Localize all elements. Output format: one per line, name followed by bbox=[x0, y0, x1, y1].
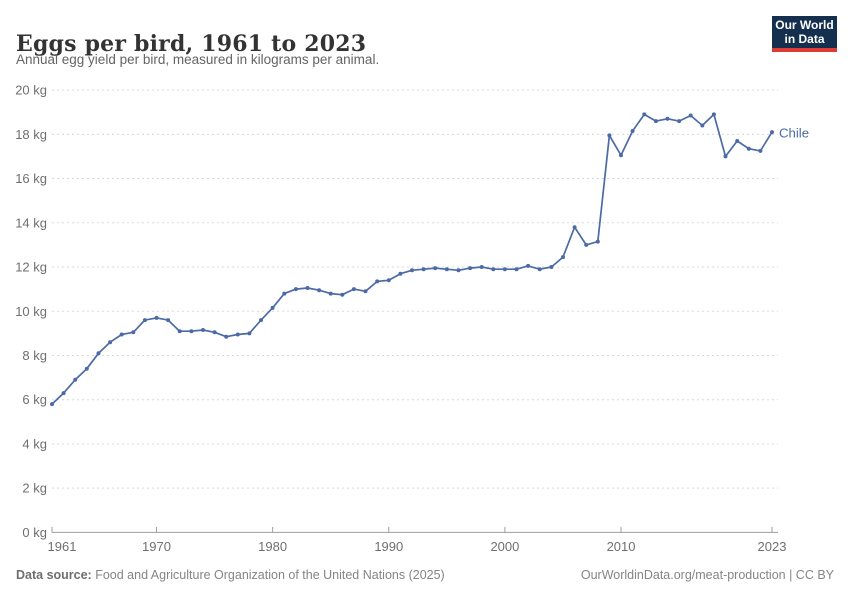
data-source-label: Data source: bbox=[16, 568, 92, 582]
data-point[interactable] bbox=[212, 330, 217, 335]
data-point[interactable] bbox=[735, 139, 740, 143]
y-tick-label: 12 kg bbox=[15, 260, 47, 275]
data-point[interactable] bbox=[444, 267, 449, 272]
data-point[interactable] bbox=[166, 318, 171, 323]
data-point[interactable] bbox=[410, 268, 414, 273]
x-tick-label: 1970 bbox=[142, 539, 171, 554]
data-point[interactable] bbox=[317, 288, 322, 293]
data-point[interactable] bbox=[688, 113, 693, 118]
data-point[interactable] bbox=[282, 291, 287, 296]
data-point[interactable] bbox=[305, 286, 310, 290]
x-tick-label: 2000 bbox=[490, 539, 519, 554]
data-point[interactable] bbox=[421, 267, 426, 272]
data-point[interactable] bbox=[607, 133, 612, 138]
data-point[interactable] bbox=[293, 287, 298, 292]
data-point[interactable] bbox=[398, 271, 403, 276]
data-point[interactable] bbox=[561, 255, 565, 260]
data-point[interactable] bbox=[723, 154, 728, 159]
chart-footer: Data source: Food and Agriculture Organi… bbox=[16, 568, 834, 582]
data-point[interactable] bbox=[375, 279, 380, 284]
data-point[interactable] bbox=[84, 366, 89, 371]
data-point[interactable] bbox=[491, 267, 496, 272]
data-point[interactable] bbox=[746, 146, 751, 151]
data-point[interactable] bbox=[456, 268, 461, 273]
data-point[interactable] bbox=[700, 123, 705, 128]
data-point[interactable] bbox=[73, 377, 78, 382]
data-point[interactable] bbox=[526, 263, 531, 268]
y-tick-label: 6 kg bbox=[22, 392, 47, 407]
data-source: Data source: Food and Agriculture Organi… bbox=[16, 568, 445, 582]
data-point[interactable] bbox=[247, 331, 252, 336]
x-tick-label: 1961 bbox=[48, 539, 77, 554]
y-tick-label: 0 kg bbox=[22, 525, 47, 540]
y-tick-label: 18 kg bbox=[15, 127, 47, 142]
data-point[interactable] bbox=[386, 278, 391, 283]
x-tick-label: 2010 bbox=[607, 539, 636, 554]
data-point[interactable] bbox=[468, 266, 473, 271]
owid-logo: Our World in Data bbox=[772, 16, 837, 52]
chart-subtitle: Annual egg yield per bird, measured in k… bbox=[16, 52, 380, 67]
series-line-chile[interactable] bbox=[51, 113, 773, 405]
y-tick-label: 4 kg bbox=[22, 436, 47, 451]
data-point[interactable] bbox=[224, 334, 229, 339]
data-point[interactable] bbox=[630, 129, 635, 133]
data-point[interactable] bbox=[340, 292, 345, 297]
x-tick-label: 2023 bbox=[758, 539, 787, 554]
data-point[interactable] bbox=[96, 351, 101, 356]
series-label-chile[interactable]: Chile bbox=[779, 126, 809, 141]
data-point[interactable] bbox=[677, 119, 682, 124]
y-tick-label: 14 kg bbox=[15, 215, 47, 230]
data-point[interactable] bbox=[770, 130, 774, 135]
data-point[interactable] bbox=[328, 291, 333, 296]
x-tick-label: 1990 bbox=[374, 539, 403, 554]
data-point[interactable] bbox=[653, 119, 658, 124]
data-point[interactable] bbox=[549, 265, 554, 269]
data-point[interactable] bbox=[572, 225, 577, 230]
data-point[interactable] bbox=[433, 266, 438, 271]
data-point[interactable] bbox=[235, 332, 240, 337]
owid-logo-line1: Our World bbox=[775, 18, 834, 32]
data-point[interactable] bbox=[154, 315, 159, 320]
chart-title: Eggs per bird, 1961 to 2023 bbox=[16, 30, 367, 57]
y-tick-label: 8 kg bbox=[22, 348, 47, 363]
data-point[interactable] bbox=[363, 289, 368, 294]
data-point[interactable] bbox=[537, 267, 542, 272]
x-tick-label: 1980 bbox=[258, 539, 287, 554]
data-point[interactable] bbox=[502, 267, 507, 272]
data-point[interactable] bbox=[189, 329, 194, 334]
data-point[interactable] bbox=[711, 112, 716, 117]
y-tick-label: 16 kg bbox=[15, 171, 47, 186]
data-point[interactable] bbox=[665, 116, 670, 121]
data-point[interactable] bbox=[131, 330, 136, 335]
owid-logo-line2: in Data bbox=[784, 32, 825, 46]
data-point[interactable] bbox=[642, 112, 647, 117]
data-point[interactable] bbox=[50, 402, 54, 407]
data-point[interactable] bbox=[595, 239, 600, 244]
data-point[interactable] bbox=[119, 332, 124, 337]
credit-link[interactable]: OurWorldinData.org/meat-production | CC … bbox=[580, 568, 834, 582]
data-point[interactable] bbox=[142, 318, 147, 323]
data-point[interactable] bbox=[351, 287, 356, 292]
data-point[interactable] bbox=[479, 265, 484, 269]
y-tick-label: 2 kg bbox=[22, 481, 47, 496]
data-point[interactable] bbox=[584, 242, 589, 247]
data-point[interactable] bbox=[758, 148, 763, 153]
data-point[interactable] bbox=[619, 153, 623, 158]
data-point[interactable] bbox=[201, 328, 205, 332]
data-point[interactable] bbox=[514, 267, 519, 272]
data-point[interactable] bbox=[270, 305, 275, 310]
y-tick-label: 10 kg bbox=[15, 304, 47, 319]
y-tick-label: 20 kg bbox=[15, 83, 47, 98]
data-point[interactable] bbox=[177, 329, 182, 334]
data-point[interactable] bbox=[61, 391, 66, 396]
data-point[interactable] bbox=[259, 318, 263, 323]
data-point[interactable] bbox=[108, 340, 113, 345]
data-source-text: Food and Agriculture Organization of the… bbox=[91, 568, 445, 582]
